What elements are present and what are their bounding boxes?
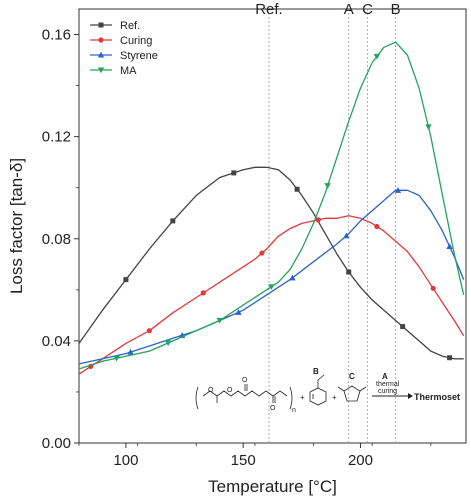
point-ma-5 bbox=[373, 53, 381, 60]
plus-sign-2: + bbox=[332, 393, 337, 402]
y-tick-label-0: 0.00 bbox=[42, 435, 71, 452]
plot-border bbox=[78, 8, 467, 444]
reference-line-labels: Ref. A C B bbox=[255, 1, 400, 18]
legend-label-styrene: Styrene bbox=[120, 50, 158, 62]
series-line-ma bbox=[78, 41, 465, 370]
legend-marker-ma bbox=[97, 67, 105, 74]
legend-marker-ref bbox=[98, 22, 104, 28]
point-ref-5 bbox=[400, 324, 406, 330]
y-tick-label-3: 0.12 bbox=[42, 129, 71, 146]
polyester-label: A bbox=[382, 372, 388, 381]
oxygen-label-2: O bbox=[227, 387, 233, 394]
point-ma-1 bbox=[164, 340, 172, 347]
maleic-anhydride-structure-icon bbox=[337, 385, 367, 402]
series-curing bbox=[78, 215, 465, 375]
oxygen-label-3: O bbox=[242, 377, 248, 384]
point-curing-6 bbox=[430, 285, 436, 291]
x-tick-label-200: 200 bbox=[348, 452, 373, 469]
point-curing-5 bbox=[374, 223, 380, 230]
point-ma-2 bbox=[216, 317, 223, 324]
y-tick-label-2: 0.08 bbox=[42, 231, 71, 248]
legend-item-ref: Ref. bbox=[90, 20, 140, 32]
reference-lines bbox=[268, 9, 397, 443]
point-ma-6 bbox=[425, 124, 432, 131]
styrene-structure-icon bbox=[309, 374, 327, 406]
reference-label-c: C bbox=[362, 1, 373, 18]
point-styrene-0 bbox=[127, 348, 134, 355]
reaction-scheme: O O O O n + B + C A thermal curing Therm… bbox=[195, 367, 460, 414]
point-styrene-4 bbox=[343, 232, 350, 239]
product-label: Thermoset bbox=[414, 392, 460, 402]
point-curing-1 bbox=[146, 328, 152, 334]
reference-label-b: B bbox=[391, 1, 401, 18]
arrow-label-curing: curing bbox=[378, 388, 397, 395]
point-styrene-6 bbox=[446, 243, 453, 249]
point-ref-1 bbox=[170, 218, 176, 224]
legend-item-ma: MA bbox=[90, 65, 137, 77]
series-styrene bbox=[78, 187, 465, 365]
legend-label-ma: MA bbox=[120, 65, 137, 77]
maleic-anhydride-label: C bbox=[349, 372, 355, 381]
point-curing-4 bbox=[315, 217, 321, 223]
x-tick-label-150: 150 bbox=[231, 452, 256, 469]
legend-label-ref: Ref. bbox=[120, 20, 140, 32]
reference-label-a: A bbox=[344, 1, 354, 18]
legend-label-curing: Curing bbox=[120, 35, 152, 47]
axes: 100 150 200 0.00 0.04 0.08 0.12 0.16 Temperature… bbox=[7, 27, 432, 496]
reference-label-ref: Ref. bbox=[255, 1, 283, 18]
reaction-arrow-icon bbox=[372, 393, 413, 399]
series-line-curing bbox=[78, 215, 465, 375]
series-layer bbox=[78, 41, 465, 375]
series-line-styrene bbox=[78, 189, 465, 365]
legend-item-curing: Curing bbox=[90, 35, 152, 47]
series-ref bbox=[78, 166, 464, 361]
polyester-structure-icon bbox=[195, 384, 293, 410]
point-styrene-2 bbox=[235, 309, 242, 315]
repeat-unit-subscript: n bbox=[292, 407, 296, 414]
legend-item-styrene: Styrene bbox=[90, 50, 158, 62]
point-ref-6 bbox=[447, 355, 453, 361]
point-ma-3 bbox=[268, 284, 275, 290]
oxygen-label-4: O bbox=[270, 405, 276, 412]
y-tick-label-4: 0.16 bbox=[42, 27, 71, 44]
point-ref-4 bbox=[346, 269, 352, 275]
legend-marker-curing bbox=[98, 37, 104, 43]
point-styrene-3 bbox=[289, 274, 296, 281]
point-ma-4 bbox=[324, 183, 331, 189]
y-tick-label-1: 0.04 bbox=[42, 333, 71, 350]
plot-area bbox=[78, 8, 467, 444]
plus-sign-1: + bbox=[300, 393, 305, 402]
arrow-label-thermal: thermal bbox=[376, 381, 400, 388]
oxygen-label-1: O bbox=[208, 387, 214, 394]
point-ref-2 bbox=[231, 170, 237, 176]
styrene-label: B bbox=[313, 367, 319, 376]
point-styrene-5 bbox=[394, 187, 402, 193]
x-axis-title: Temperature [°C] bbox=[208, 477, 337, 496]
series-line-ref bbox=[78, 166, 464, 360]
x-tick-label-100: 100 bbox=[113, 452, 138, 469]
point-ma-0 bbox=[113, 355, 120, 362]
legend-marker-styrene bbox=[97, 51, 105, 58]
series-ma bbox=[78, 41, 465, 370]
y-axis-title: Loss factor [tan-δ] bbox=[7, 158, 26, 294]
point-curing-3 bbox=[259, 250, 265, 256]
point-ref-0 bbox=[123, 277, 129, 283]
legend: Ref. Curing Styrene MA bbox=[90, 20, 158, 77]
point-curing-2 bbox=[200, 290, 206, 296]
point-ref-3 bbox=[294, 186, 300, 192]
